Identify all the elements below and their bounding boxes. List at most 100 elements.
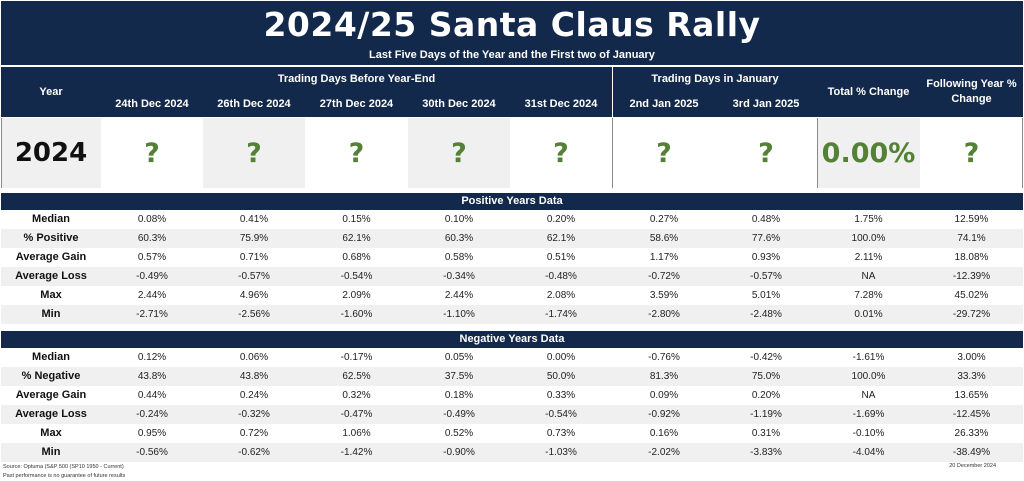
table-cell: -0.10%	[852, 428, 885, 439]
current-day-3: ?	[305, 118, 408, 188]
table-cell: -1.03%	[545, 447, 577, 458]
table-cell: -0.62%	[238, 447, 270, 458]
table-cell: 18.08%	[954, 252, 989, 263]
table-cell: -2.48%	[750, 309, 782, 320]
january-header: Trading Days in January	[613, 67, 817, 92]
day-header-4: 30th Dec 2024	[408, 92, 510, 117]
table-cell: -38.49%	[952, 447, 991, 458]
table-cell: -1.42%	[340, 447, 373, 458]
table-cell: -0.72%	[648, 271, 680, 282]
table-cell: 3.00%	[957, 352, 986, 363]
table-cell: 0.20%	[546, 214, 576, 225]
table-cell: -29.72%	[952, 309, 991, 320]
following-year-header: Following Year % Change	[920, 67, 1023, 117]
table-cell: -1.19%	[750, 409, 782, 420]
table-cell: 0.72%	[239, 428, 269, 439]
table-cell: -1.60%	[340, 309, 373, 320]
table-cell: 3.59%	[649, 290, 679, 301]
table-cell: 0.48%	[751, 214, 781, 225]
table-row: Median 0.12% 0.06% -0.17% 0.05% 0.00% -0.76% -0…	[1, 348, 1023, 367]
before-year-end-header: Trading Days Before Year-End	[101, 67, 612, 92]
table-cell: -0.48%	[545, 271, 577, 282]
day-header-6: 2nd Jan 2025	[613, 92, 715, 117]
row-label: Median	[32, 351, 70, 363]
table-cell: 1.75%	[854, 214, 883, 225]
report-date: 20 December 2024	[949, 463, 996, 469]
table-cell: -0.32%	[238, 409, 270, 420]
header-block: Year Trading Days Before Year-End Tradin…	[1, 67, 1023, 188]
row-label: Min	[41, 308, 61, 320]
table-cell: 0.57%	[137, 252, 167, 263]
table-row: Average Loss -0.49% -0.57% -0.54% -0.34% -0.4…	[1, 267, 1023, 286]
table-cell: 43.8%	[239, 371, 269, 382]
current-day-5: ?	[510, 118, 612, 188]
table-cell: 81.3%	[649, 371, 679, 382]
table-cell: -0.57%	[750, 271, 782, 282]
row-label: Min	[41, 446, 61, 458]
table-cell: -0.54%	[340, 271, 373, 282]
table-cell: 0.16%	[649, 428, 679, 439]
disclaimer-note: Past performance is no guarantee of futu…	[3, 473, 126, 479]
table-cell: 13.65%	[954, 390, 989, 401]
table-cell: 0.95%	[137, 428, 167, 439]
table-cell: 0.68%	[342, 252, 371, 263]
table-row: Min -0.56% -0.62% -1.42% -0.90% -1.03% -2.02% -…	[1, 443, 1023, 462]
row-label: Average Gain	[15, 251, 87, 263]
row-label: Median	[32, 213, 70, 225]
table-cell: 0.93%	[751, 252, 781, 263]
table-row: Average Loss -0.24% -0.32% -0.47% -0.49% -0.5…	[1, 405, 1023, 424]
table-cell: 0.52%	[444, 428, 474, 439]
table-cell: 0.01%	[854, 309, 883, 320]
table-row: Max 2.44% 4.96% 2.09% 2.44% 2.08% 3.59% 5.01% 7.…	[1, 286, 1023, 305]
current-day-1: ?	[101, 118, 203, 188]
table-cell: 4.96%	[239, 290, 269, 301]
row-label: Average Loss	[15, 270, 87, 282]
current-day-6: ?	[613, 118, 715, 188]
table-cell: 45.02%	[954, 290, 989, 301]
table-cell: 0.32%	[342, 390, 371, 401]
table-cell: 5.01%	[751, 290, 781, 301]
table-cell: -0.42%	[750, 352, 782, 363]
table-cell: 74.1%	[957, 233, 986, 244]
table-cell: 75.0%	[751, 371, 781, 382]
table-cell: -4.04%	[852, 447, 885, 458]
negative-years-title: Negative Years Data	[1, 331, 1023, 348]
current-total-change: 0.00%	[817, 118, 920, 188]
table-cell: 75.9%	[239, 233, 269, 244]
table-cell: -1.10%	[443, 309, 475, 320]
table-cell: 0.24%	[239, 390, 269, 401]
table-cell: 26.33%	[954, 428, 989, 439]
table-cell: 50.0%	[546, 371, 576, 382]
footer-notes: Source: Optuma (S&P 500 (SP10 1950 - Cur…	[3, 463, 125, 481]
row-label: % Positive	[23, 232, 79, 244]
table-cell: 0.31%	[751, 428, 781, 439]
table-cell: 0.15%	[342, 214, 371, 225]
positive-years-section: Positive Years Data Median 0.08% 0.41% 0.15…	[1, 193, 1023, 324]
divider	[817, 118, 818, 188]
table-cell: 43.8%	[137, 371, 167, 382]
table-cell: 0.05%	[444, 352, 474, 363]
day-header-3: 27th Dec 2024	[305, 92, 408, 117]
table-cell: -1.74%	[545, 309, 577, 320]
day-header-2: 26th Dec 2024	[203, 92, 305, 117]
table-cell: -0.17%	[340, 352, 373, 363]
table-cell: 100.0%	[851, 233, 886, 244]
table-cell: 0.44%	[137, 390, 167, 401]
table-row: Min -2.71% -2.56% -1.60% -1.10% -1.74% -2.80% -…	[1, 305, 1023, 324]
row-label: Average Gain	[15, 389, 87, 401]
table-cell: -1.69%	[852, 409, 885, 420]
table-cell: NA	[861, 390, 876, 401]
divider	[1, 118, 2, 188]
year-header: Year	[1, 67, 101, 117]
table-cell: 62.5%	[342, 371, 371, 382]
table-cell: 1.17%	[649, 252, 679, 263]
row-label: % Negative	[21, 370, 81, 382]
table-cell: 7.28%	[854, 290, 883, 301]
table-cell: -0.47%	[340, 409, 373, 420]
table-cell: 2.09%	[342, 290, 371, 301]
page-title: 2024/25 Santa Claus Rally	[263, 5, 761, 44]
table-cell: -3.83%	[750, 447, 782, 458]
table-cell: -1.61%	[852, 352, 885, 363]
table-cell: -12.45%	[952, 409, 991, 420]
